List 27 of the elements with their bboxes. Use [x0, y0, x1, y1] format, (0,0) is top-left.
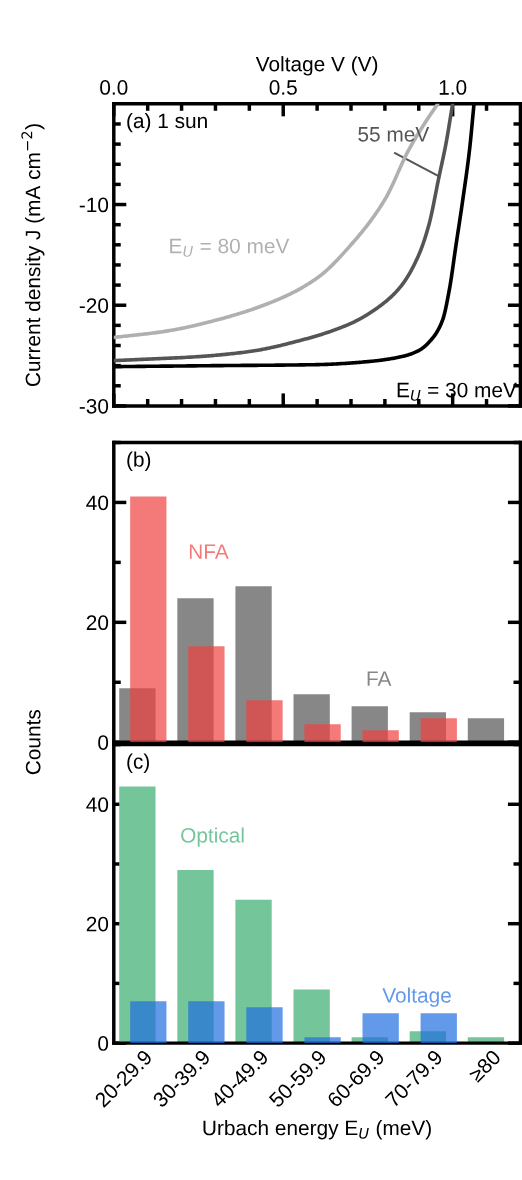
x-axis-title: Urbach energy E$_{U}$ (meV) — [203, 1120, 431, 1140]
x-tick-label: 1.0 — [439, 80, 467, 95]
annotation: (c) — [127, 753, 149, 773]
y-tick-label: 40 — [86, 797, 109, 813]
series-label: E$_{U}$ = 80 meV — [170, 238, 290, 257]
series-label: 55 meV — [358, 127, 430, 142]
annotation: (a) 1 sun — [127, 112, 207, 133]
series-label: FA — [367, 671, 392, 686]
x-axis-title: Voltage V (V) — [255, 56, 378, 76]
y-axis-title: Counts — [25, 709, 41, 775]
x-tick-label: 0.5 — [269, 80, 297, 95]
x-tick-label: 0.0 — [100, 80, 128, 95]
series-label: Optical — [181, 827, 244, 847]
series-label: Voltage — [382, 987, 451, 1007]
y-tick-label: 40 — [86, 495, 109, 511]
y-tick-label: -20 — [79, 298, 109, 313]
y-axis-title: Current density J (mA cm$^{−2}$) — [21, 124, 45, 387]
y-tick-label: 20 — [86, 615, 109, 631]
x-tick-label: ≥80 — [467, 1048, 502, 1083]
annotation: (b) — [127, 451, 151, 471]
y-tick-label: 20 — [86, 916, 109, 932]
y-tick-label: 0 — [98, 735, 109, 750]
legend-label: E$_{U}$ = 30 meV — [397, 382, 517, 401]
y-tick-label: 0 — [98, 1036, 109, 1051]
series-label: NFA — [189, 544, 229, 559]
y-tick-label: -30 — [79, 398, 109, 414]
y-tick-label: -10 — [79, 197, 109, 213]
